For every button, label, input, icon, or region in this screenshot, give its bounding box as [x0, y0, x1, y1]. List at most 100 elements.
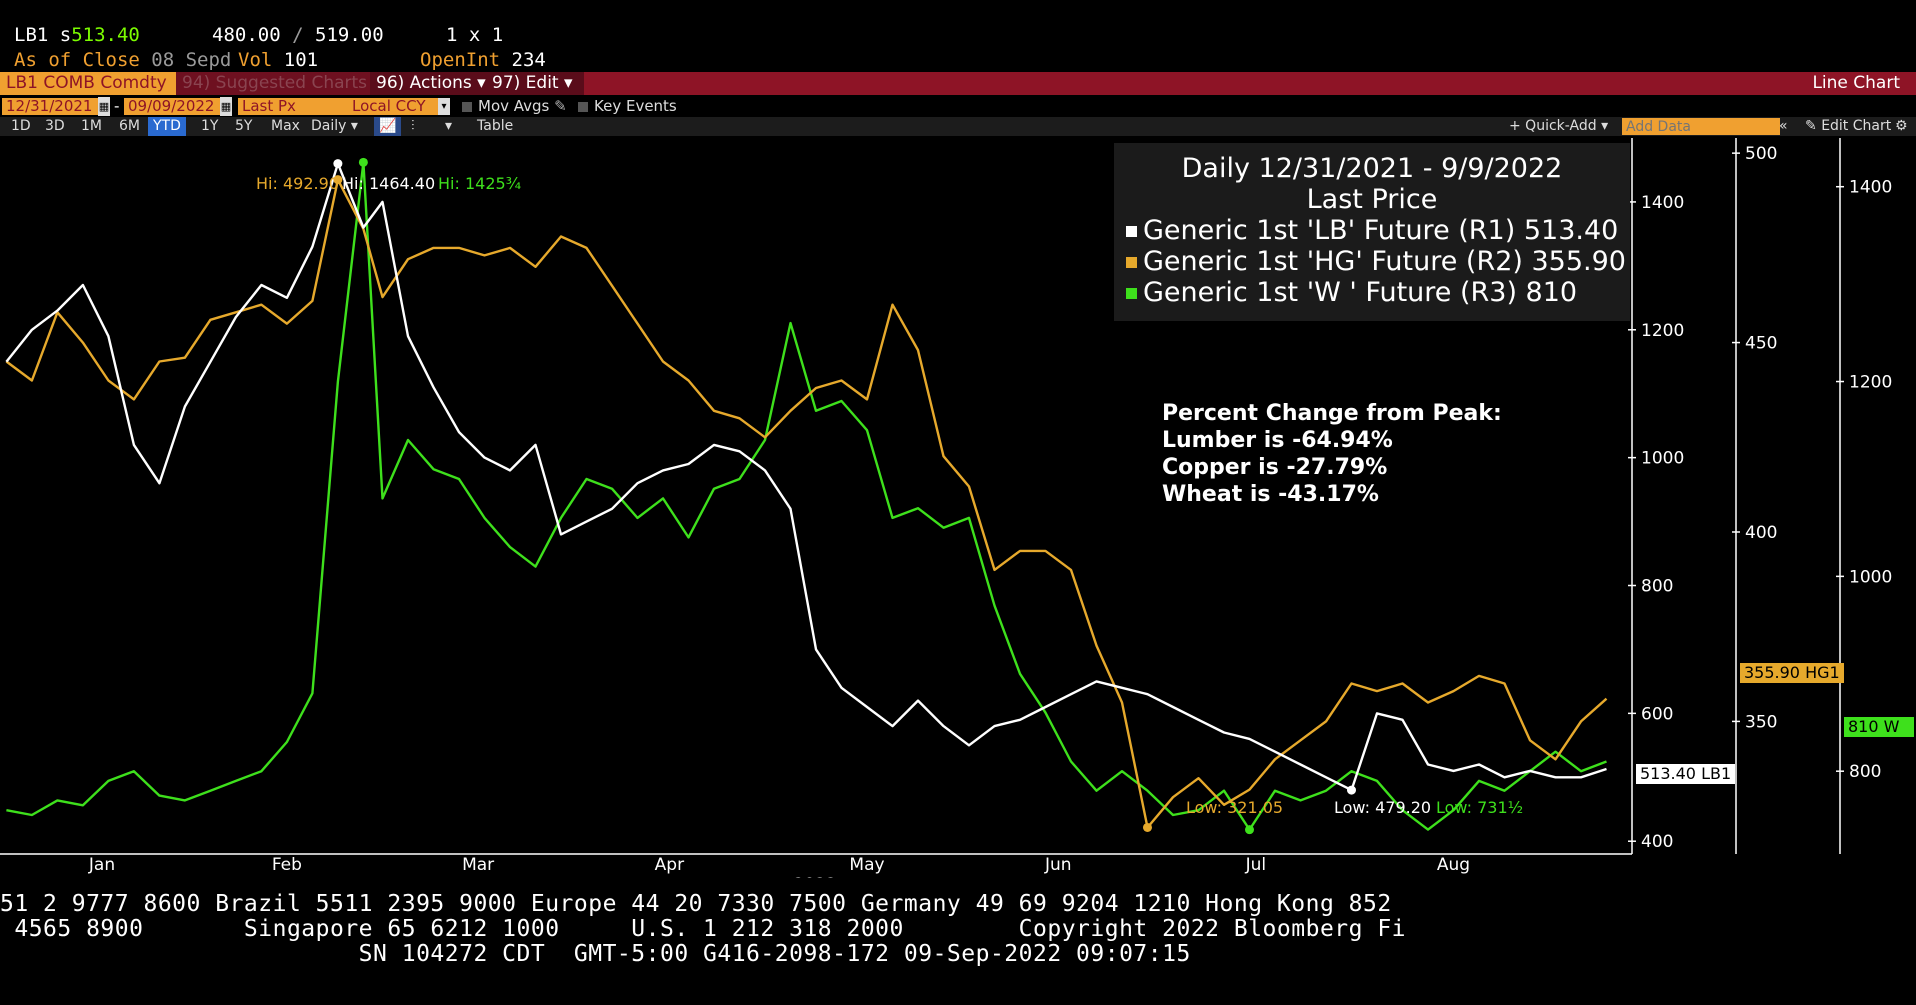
chevron-down-icon[interactable]: ▾ [438, 98, 450, 115]
legend-item-lumber: Generic 1st 'LB' Future (R1) 513.40 [1126, 215, 1618, 246]
y-tick-label: 1000 [1641, 449, 1684, 469]
legend-swatch [1126, 288, 1137, 299]
range-1d[interactable]: 1D [11, 118, 31, 134]
range-max[interactable]: Max [271, 118, 300, 134]
wheat-series-line [6, 161, 1607, 831]
checkbox-icon[interactable] [462, 101, 472, 112]
edit-menu[interactable]: 97) Edit ▾ [486, 72, 584, 95]
last-price: 513.40 [71, 24, 140, 46]
x-tick-label: Jan [88, 855, 115, 875]
suggested-charts-button[interactable]: 94) Suggested Charts [176, 72, 378, 95]
annotation-copper: Copper is -27.79% [1162, 455, 1388, 480]
field-select[interactable]: Last Px [238, 98, 350, 115]
actions-menu[interactable]: 96) Actions ▾ [370, 72, 492, 95]
y-tick-label: 1400 [1641, 193, 1684, 213]
percent-change-annotation: Percent Change from Peak: Lumber is -64.… [1162, 400, 1502, 508]
copper-series-line [5, 178, 1608, 829]
low-marker-lumber [1347, 785, 1356, 795]
header-ticker-line: LB1 s513.40 [14, 24, 140, 46]
add-data-input[interactable] [1622, 118, 1780, 135]
price-range: 480.00 / 519.00 [212, 24, 384, 46]
x-tick-label: Jul [1245, 855, 1267, 875]
legend: Daily 12/31/2021 - 9/9/2022 Last Price G… [1114, 143, 1630, 321]
hi-marker-copper [333, 175, 343, 185]
gear-icon[interactable]: ⚙ [1895, 118, 1908, 134]
collapse-icon[interactable]: « [1779, 118, 1788, 134]
chevron-down-icon[interactable]: ▾ [445, 118, 453, 134]
security-field[interactable]: LB1 COMB Comdty [0, 72, 184, 95]
lumber-series-line [5, 162, 1607, 792]
key-events-label: Key Events [594, 97, 677, 115]
axis-ticks: 400 600 800 1000 1200 1400 350 400 450 500 800 1000… [88, 144, 1892, 875]
low-marker-wheat [1245, 825, 1254, 835]
legend-swatch [1126, 257, 1137, 268]
as-of-label: As of Close [14, 49, 140, 71]
key-events-toggle[interactable]: Key Events [578, 97, 677, 116]
edit-chart-button[interactable]: ✎ Edit Chart [1800, 117, 1896, 136]
y-tick-label: 1000 [1849, 567, 1892, 587]
price-chart: 400 600 800 1000 1200 1400 350 400 450 500 800 1000… [0, 138, 1892, 878]
range-separator: / [292, 24, 304, 46]
x-tick-label: Feb [272, 855, 302, 875]
vol-label: Vol [238, 49, 273, 71]
legend-item-copper: Generic 1st 'HG' Future (R2) 355.90 [1126, 246, 1626, 277]
axes [0, 138, 1841, 855]
mov-avgs-toggle[interactable]: Mov Avgs ✎ [462, 97, 567, 116]
x-tick-label: Aug [1437, 855, 1470, 875]
function-bar: LB1 COMB Comdty 94) Suggested Charts 96)… [0, 72, 1916, 95]
x-tick-label: Apr [655, 855, 684, 875]
legend-label: Generic 1st 'LB' Future (R1) 513.40 [1143, 215, 1619, 246]
low-marker-copper [1143, 822, 1152, 832]
checkbox-icon[interactable] [578, 101, 588, 112]
range-1m[interactable]: 1M [81, 118, 102, 134]
day-high: 519.00 [315, 24, 384, 46]
legend-subtitle: Last Price [1306, 184, 1438, 215]
calendar-icon[interactable]: ▦ [220, 97, 232, 116]
y-tick-label: 800 [1849, 762, 1881, 782]
calendar-icon[interactable]: ▦ [98, 97, 110, 116]
footer-line-3: SN 104272 CDT GMT-5:00 G416-2098-172 09-… [0, 941, 1191, 967]
chart-type-label: Line Chart [1812, 73, 1900, 93]
as-of-date: 08 Sepd [151, 49, 232, 71]
y-tick-label: 1200 [1641, 321, 1684, 341]
annotation-lumber: Lumber is -64.94% [1162, 428, 1393, 453]
x-axis-title: 2022 [793, 875, 836, 878]
vol-value: 101 [283, 49, 319, 71]
hi-wheat-label: Hi: 1425¾ [438, 174, 522, 193]
legend-label: Generic 1st 'HG' Future (R2) 355.90 [1143, 246, 1626, 277]
range-1y[interactable]: 1Y [201, 118, 219, 134]
range-ytd[interactable]: YTD [148, 117, 186, 136]
end-date-field[interactable]: 09/09/2022 [124, 98, 220, 115]
currency-select[interactable]: Local CCY [348, 98, 442, 115]
as-of-line: As of Close 08 Sepd [14, 49, 231, 71]
open-interest: OpenInt 234 [420, 49, 546, 71]
range-3d[interactable]: 3D [45, 118, 65, 134]
quick-add-button[interactable]: + Quick-Add ▾ [1509, 118, 1609, 134]
start-date-field[interactable]: 12/31/2021 [2, 98, 98, 115]
y-tick-label: 800 [1641, 577, 1673, 597]
day-low: 480.00 [212, 24, 281, 46]
legend-title: Daily 12/31/2021 - 9/9/2022 [1181, 153, 1563, 184]
table-button[interactable]: Table [477, 118, 514, 134]
y-tick-label: 500 [1745, 144, 1777, 164]
ratio: 1 x 1 [446, 24, 504, 46]
settings-row: 12/31/2021 ▦ - 09/09/2022 ▦ Last Px Loca… [0, 97, 1916, 116]
hi-marker-wheat [358, 157, 368, 167]
line-chart-icon[interactable]: 📈 [374, 117, 402, 136]
range-6m[interactable]: 6M [119, 118, 140, 134]
ticker: LB1 [14, 24, 49, 46]
footer-line-2: 4565 8900 Singapore 65 6212 1000 U.S. 1 … [0, 916, 1407, 942]
x-tick-label: May [849, 855, 884, 875]
last-tag-wheat: 810 W 1 [1844, 717, 1914, 737]
period-select[interactable]: Daily ▾ [311, 118, 358, 134]
y-tick-label: 400 [1745, 523, 1777, 543]
low-lumber-label: Low: 479.20 [1334, 798, 1432, 817]
y-tick-label: 1200 [1849, 373, 1892, 393]
footer-line-1: 51 2 9777 8600 Brazil 5511 2395 9000 Eur… [0, 891, 1392, 917]
bar-chart-icon[interactable]: ⫶ [411, 118, 415, 134]
range-5y[interactable]: 5Y [235, 118, 253, 134]
pencil-icon[interactable]: ✎ [554, 97, 567, 115]
x-tick-label: Jun [1044, 855, 1072, 875]
edit-chart-label: Edit Chart [1821, 118, 1892, 134]
y-tick-label: 350 [1745, 712, 1777, 732]
